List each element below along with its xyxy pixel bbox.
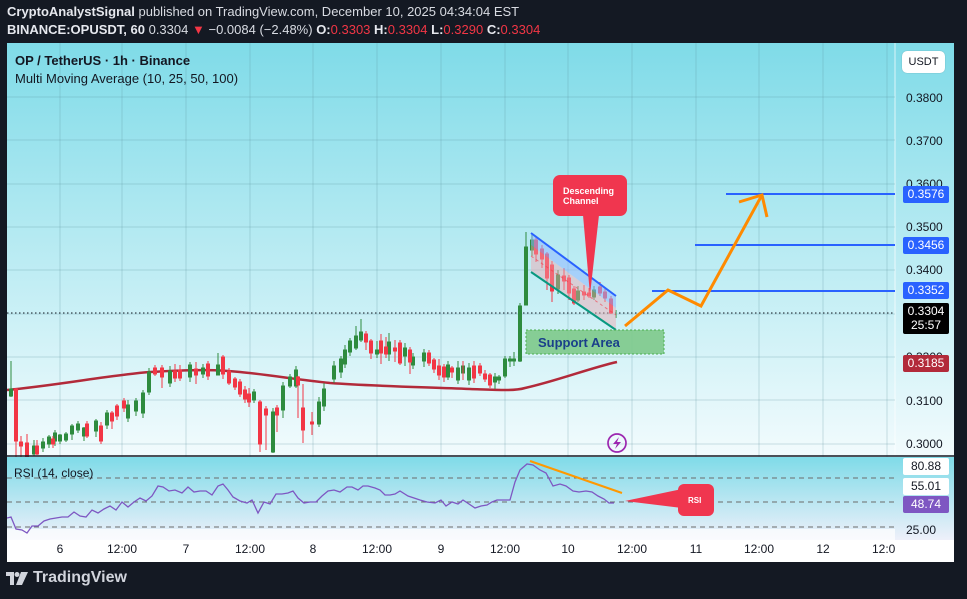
rsi-divergence-line[interactable]: [529, 460, 623, 494]
svg-text:9: 9: [438, 542, 445, 556]
projection-arrow-head: [738, 193, 769, 218]
target-badge-3: 0.3576: [903, 186, 949, 203]
publisher-name[interactable]: CryptoAnalystSignal: [7, 4, 135, 19]
tradingview-logo-icon: [6, 571, 28, 585]
current-price-badge: 0.3304 25:57: [903, 303, 949, 334]
rsi-line: [7, 463, 614, 534]
time-axis[interactable]: [7, 540, 954, 562]
svg-text:10: 10: [561, 542, 575, 556]
rsi-callout[interactable]: RSI: [625, 484, 714, 516]
brand-name: TradingView: [33, 569, 127, 586]
svg-text:12:00: 12:00: [744, 542, 774, 556]
svg-text:6: 6: [57, 542, 64, 556]
high-label: H:: [374, 22, 388, 37]
projection-arrow[interactable]: [624, 194, 764, 328]
svg-text:11: 11: [690, 542, 703, 556]
svg-text:Channel: Channel: [563, 196, 599, 206]
low-value: 0.3290: [443, 22, 484, 37]
high-value: 0.3304: [387, 22, 428, 37]
svg-text:Descending: Descending: [563, 186, 614, 196]
target-badge-2: 0.3456: [903, 237, 949, 254]
rsi-label: RSI (14, close): [14, 466, 93, 480]
open-label: O:: [316, 22, 331, 37]
published-text: published on TradingView.com, December 1…: [138, 4, 520, 19]
svg-text:8: 8: [310, 542, 317, 556]
price-tick: 0.3100: [906, 394, 943, 408]
indicator-title[interactable]: Multi Moving Average (10, 25, 50, 100): [15, 71, 239, 86]
descending-channel-callout[interactable]: Descending Channel: [553, 175, 627, 295]
rsi-pane-bg: [7, 457, 954, 540]
price-tick: 0.3800: [906, 91, 943, 105]
svg-text:12:00: 12:00: [490, 542, 520, 556]
open-value: 0.3303: [330, 22, 371, 37]
support-area[interactable]: Support Area: [525, 329, 665, 355]
svg-text:12:00: 12:00: [362, 542, 392, 556]
down-arrow-icon: ▼: [191, 22, 205, 37]
rsi-tick-mid: 55.01: [903, 478, 949, 495]
svg-text:12:00: 12:00: [235, 542, 265, 556]
low-label: L:: [431, 22, 444, 37]
rsi-current-badge: 48.74: [903, 496, 949, 513]
last-price: 0.3304: [148, 22, 189, 37]
svg-text:12:00: 12:00: [107, 542, 137, 556]
support-area-label: Support Area: [538, 335, 621, 350]
price-tick: 0.3700: [906, 134, 943, 148]
price-tick: 0.3400: [906, 263, 943, 277]
price-change: −0.0084 (−2.48%): [208, 22, 313, 37]
rsi-tick-high: 80.88: [903, 458, 949, 475]
lightning-event-icon[interactable]: [607, 433, 627, 453]
publish-info: CryptoAnalystSignal published on Trading…: [7, 4, 519, 19]
descending-channel[interactable]: [530, 232, 617, 331]
svg-text:12: 12: [816, 542, 830, 556]
currency-button[interactable]: USDT: [902, 51, 945, 73]
main-pane-bg: [7, 43, 895, 456]
chart-frame[interactable]: Support Area Descending Channel: [7, 43, 954, 562]
moving-average-line: [7, 360, 618, 392]
ma-value-badge: 0.3185: [903, 355, 949, 372]
target-badge-1: 0.3352: [903, 282, 949, 299]
tradingview-logo[interactable]: TradingView: [6, 569, 127, 587]
rsi-tick-low: 25.00: [906, 523, 937, 537]
target-lines[interactable]: [652, 193, 895, 292]
chart-legend: OP / TetherUS · 1h · Binance Multi Movin…: [15, 52, 238, 88]
symbol-label: BINANCE:OPUSDT, 60: [7, 22, 145, 37]
current-price-value: 0.3304: [907, 304, 945, 318]
svg-text:12:00: 12:00: [617, 542, 647, 556]
close-value: 0.3304: [500, 22, 541, 37]
time-axis-labels: 6 12:00 7 12:00 8 12:00 9 12:00 10 12:00…: [57, 542, 903, 556]
svg-text:RSI: RSI: [688, 496, 701, 505]
svg-text:7: 7: [183, 542, 190, 556]
price-tick: 0.3500: [906, 220, 943, 234]
close-label: C:: [486, 22, 501, 37]
symbol-quote-line: BINANCE:OPUSDT, 60 0.3304 ▼ −0.0084 (−2.…: [7, 22, 540, 37]
candles: [9, 232, 617, 458]
price-tick: 0.3000: [906, 437, 943, 451]
bar-countdown: 25:57: [910, 318, 942, 332]
svg-text:12:00: 12:00: [872, 542, 902, 556]
chart-canvas[interactable]: Support Area Descending Channel: [7, 43, 954, 562]
symbol-title[interactable]: OP / TetherUS · 1h · Binance: [15, 53, 191, 68]
